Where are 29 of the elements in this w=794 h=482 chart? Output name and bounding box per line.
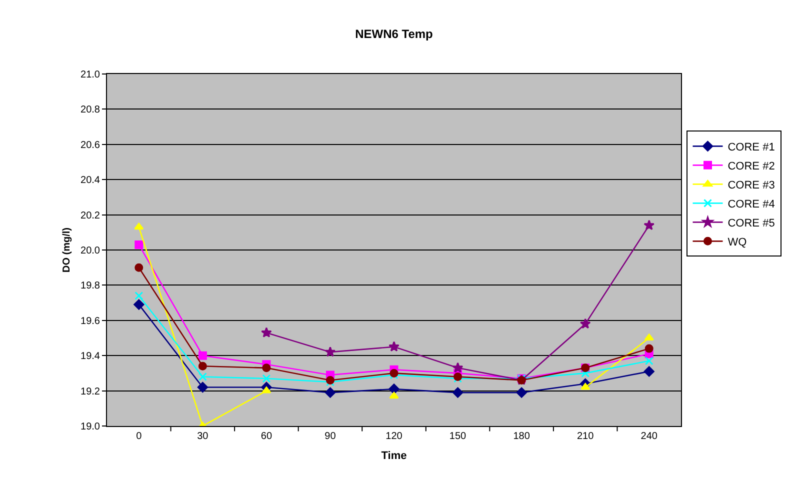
y-tick-label: 19.0 [80, 422, 100, 432]
y-tick-label: 20.0 [80, 246, 100, 256]
x-tick-label: 210 [576, 431, 594, 442]
y-tick-label: 20.2 [80, 210, 100, 222]
legend-label: CORE #5 [728, 217, 775, 230]
x-tick-label: 120 [386, 431, 403, 442]
legend-label: WQ [728, 236, 748, 248]
chart-title: NEWN6 Temp [355, 26, 433, 41]
x-tick-label: 30 [197, 431, 209, 442]
x-axis-title: Time [381, 450, 407, 462]
x-tick-label: 150 [449, 431, 467, 442]
y-tick-label: 19.4 [80, 351, 100, 362]
x-tick-label: 90 [324, 431, 336, 442]
y-tick-label: 21.0 [80, 70, 100, 80]
x-tick-label: 60 [260, 431, 272, 442]
y-tick-label: 19.2 [80, 386, 100, 398]
y-tick-label: 20.4 [80, 175, 100, 186]
y-tick-label: 19.8 [80, 280, 100, 292]
x-tick-label: 180 [513, 431, 530, 442]
legend-label: CORE #2 [728, 160, 775, 172]
legend-label: CORE #3 [728, 179, 775, 192]
legend-label: CORE #1 [728, 141, 775, 154]
x-tick-label: 0 [136, 431, 142, 442]
legend-label: CORE #4 [728, 198, 775, 210]
y-axis-title: DO (mg/l) [62, 228, 73, 272]
x-tick-label: 240 [640, 431, 658, 442]
y-tick-label: 20.6 [80, 140, 100, 151]
y-tick-label: 20.8 [80, 104, 100, 116]
y-tick-label: 19.6 [80, 316, 100, 327]
